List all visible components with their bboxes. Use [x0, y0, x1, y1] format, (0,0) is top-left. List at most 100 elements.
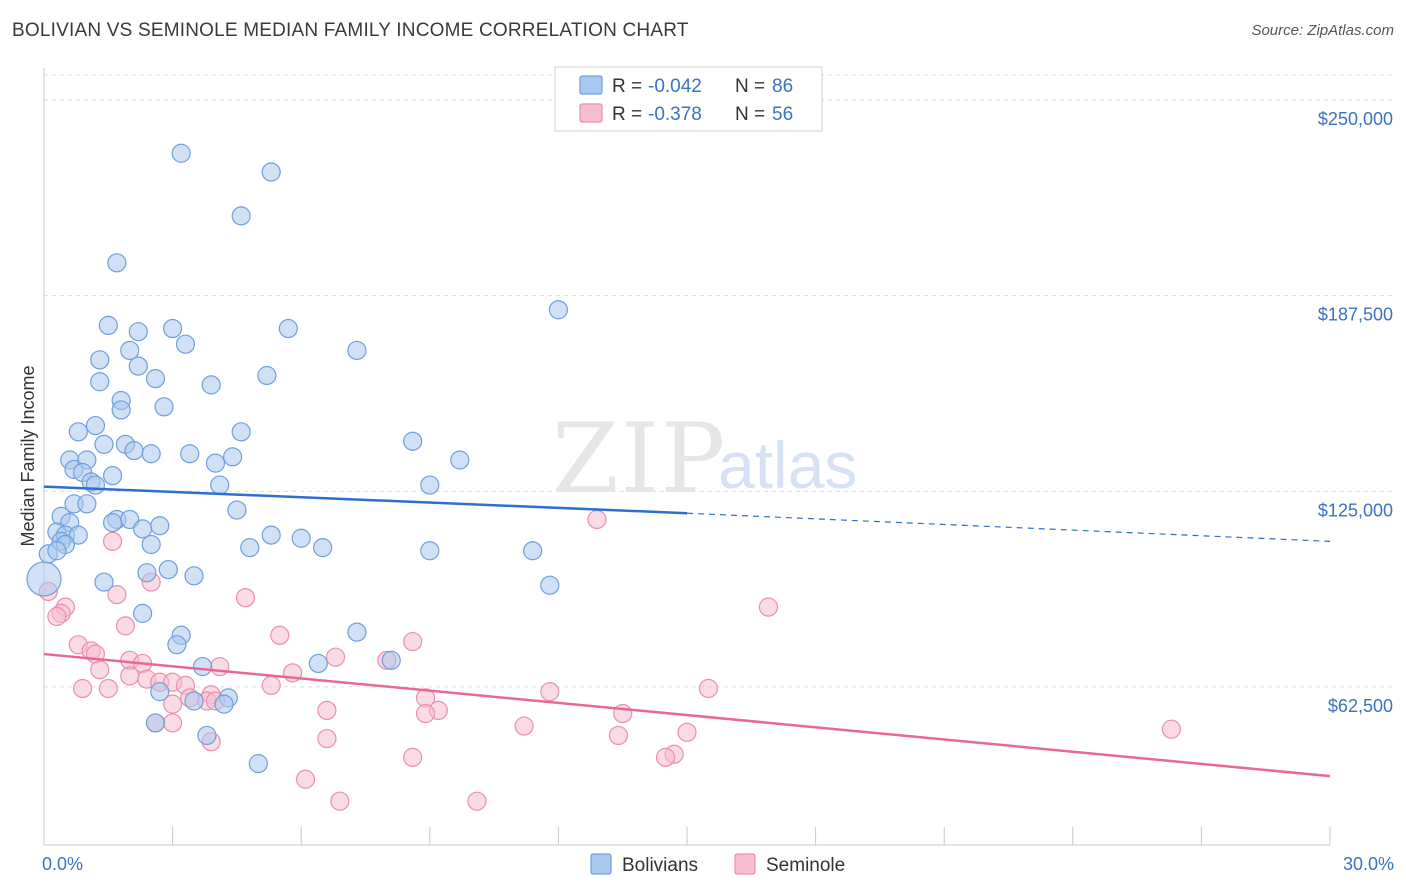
- seminole-point-23: [120, 666, 140, 686]
- legend-r-label-bolivians: R =: [612, 76, 642, 97]
- bolivians-point-37: [102, 466, 123, 486]
- legend-n-value-seminole: 56: [772, 104, 793, 125]
- y-axis-title: Median Family Income: [18, 365, 38, 546]
- bolivians-point-67: [137, 563, 157, 583]
- bolivians-point-68: [184, 566, 204, 586]
- bolivians-point-29: [180, 444, 200, 464]
- bolivians-point-51: [132, 519, 153, 539]
- bolivians-point-15: [257, 365, 277, 386]
- bolivians-point-41: [420, 475, 440, 495]
- bolivians-point-7: [163, 318, 183, 339]
- bolivians-point-1: [261, 162, 281, 182]
- bolivians-point-55: [261, 525, 281, 545]
- bolivians-point-30: [223, 447, 243, 467]
- bolivians-point-63: [523, 541, 543, 561]
- bolivians-point-40: [210, 475, 230, 495]
- seminole-point-8: [758, 597, 779, 617]
- bolivians-point-61: [313, 538, 333, 558]
- chart-title: BOLIVIAN VS SEMINOLE MEDIAN FAMILY INCOM…: [12, 20, 689, 41]
- legend-n-value-bolivians: 86: [772, 76, 793, 97]
- bottom-legend-swatch-bolivians: [590, 853, 612, 875]
- bolivians-point-60: [240, 538, 260, 558]
- bolivians-point-5: [98, 315, 118, 336]
- x-tick-label-right: 30.0%: [1343, 854, 1394, 874]
- seminole-point-38: [163, 694, 183, 714]
- bolivians-point-83: [145, 713, 166, 733]
- watermark-zip: ZIP: [552, 403, 727, 515]
- bolivians-point-56: [291, 528, 311, 548]
- bolivians-point-34: [205, 453, 226, 473]
- source-label: Source: ZipAtlas.com: [1251, 22, 1394, 39]
- bolivians-points: [26, 143, 569, 774]
- seminole-point-21: [90, 660, 110, 680]
- legend-r-value-seminole: -0.378: [648, 104, 702, 125]
- bolivians-point-39: [85, 475, 106, 495]
- trend-lines: [43, 485, 1331, 778]
- legend-n-label-bolivians: N =: [735, 76, 765, 97]
- bolivians-point-75: [167, 635, 187, 655]
- bolivians-point-71: [540, 575, 560, 595]
- bottom-legend: Bolivians Seminole: [590, 853, 845, 876]
- x-tick-label-left: 0.0%: [42, 854, 83, 874]
- seminole-point-47: [677, 722, 697, 742]
- bolivians-point-23: [231, 422, 251, 442]
- bolivians-point-10: [120, 340, 140, 361]
- seminole-point-31: [698, 678, 719, 699]
- bolivians-point-78: [193, 656, 213, 677]
- bolivians-point-28: [141, 444, 161, 464]
- bolivians-point-14: [145, 369, 166, 389]
- seminole-point-32: [540, 682, 560, 702]
- bottom-legend-bolivians: Bolivians: [622, 855, 698, 876]
- bolivians-point-76: [381, 650, 401, 670]
- y-tick-label-0: $62,500: [1328, 696, 1393, 716]
- bolivians-point-79: [150, 682, 170, 702]
- bolivians-point-59: [141, 534, 161, 555]
- x-axis: [43, 68, 1331, 846]
- seminole-point-46: [1161, 719, 1181, 739]
- bolivians-point-11: [347, 340, 367, 361]
- seminole-point-11: [270, 625, 290, 645]
- seminole-point-48: [608, 725, 629, 746]
- bolivians-point-72: [132, 603, 153, 623]
- seminole-point-56: [467, 791, 487, 811]
- bolivians-point-81: [184, 691, 204, 711]
- legend-n-label-seminole: N =: [735, 104, 765, 125]
- bolivians-point-54: [68, 525, 88, 545]
- seminole-point-9: [47, 606, 67, 627]
- bolivians-point-8: [278, 318, 298, 339]
- seminole-point-29: [72, 678, 93, 699]
- bolivians-point-22: [68, 422, 88, 442]
- bottom-legend-swatch-seminole: [734, 853, 756, 875]
- y-tick-label-2: $187,500: [1318, 305, 1393, 325]
- bolivians-point-19: [111, 400, 131, 420]
- bottom-legend-seminole: Seminole: [766, 855, 845, 876]
- bolivians-point-26: [403, 431, 423, 451]
- bolivians-point-17: [201, 375, 221, 395]
- bolivians-point-43: [77, 494, 97, 514]
- bolivians-point-12: [90, 350, 110, 370]
- seminole-point-52: [403, 747, 423, 767]
- bolivians-point-84: [197, 725, 217, 746]
- seminole-point-5: [235, 588, 256, 608]
- bolivians-point-20: [154, 397, 174, 417]
- seminole-point-0: [587, 509, 607, 530]
- bolivians-point-3: [107, 253, 127, 273]
- bolivians-point-66: [158, 559, 178, 580]
- bolivians-point-33: [450, 450, 470, 470]
- bolivians-point-49: [102, 513, 123, 533]
- seminole-point-16: [325, 647, 346, 667]
- watermark: ZIP atlas: [552, 403, 857, 515]
- bolivians-point-44: [227, 500, 247, 520]
- seminole-point-54: [295, 769, 316, 789]
- bolivians-point-4: [548, 300, 569, 320]
- watermark-atlas: atlas: [718, 428, 857, 502]
- legend: R = -0.042 N = 86 R = -0.378 N = 56: [554, 66, 823, 132]
- seminole-point-39: [317, 700, 337, 721]
- seminole-point-13: [403, 631, 423, 652]
- y-tick-label-3: $250,000: [1318, 109, 1393, 129]
- bolivians-trend-extension: [686, 512, 1331, 542]
- bolivians-trend-line: [43, 485, 688, 515]
- seminole-point-41: [415, 703, 436, 724]
- bolivians-point-65: [47, 541, 67, 561]
